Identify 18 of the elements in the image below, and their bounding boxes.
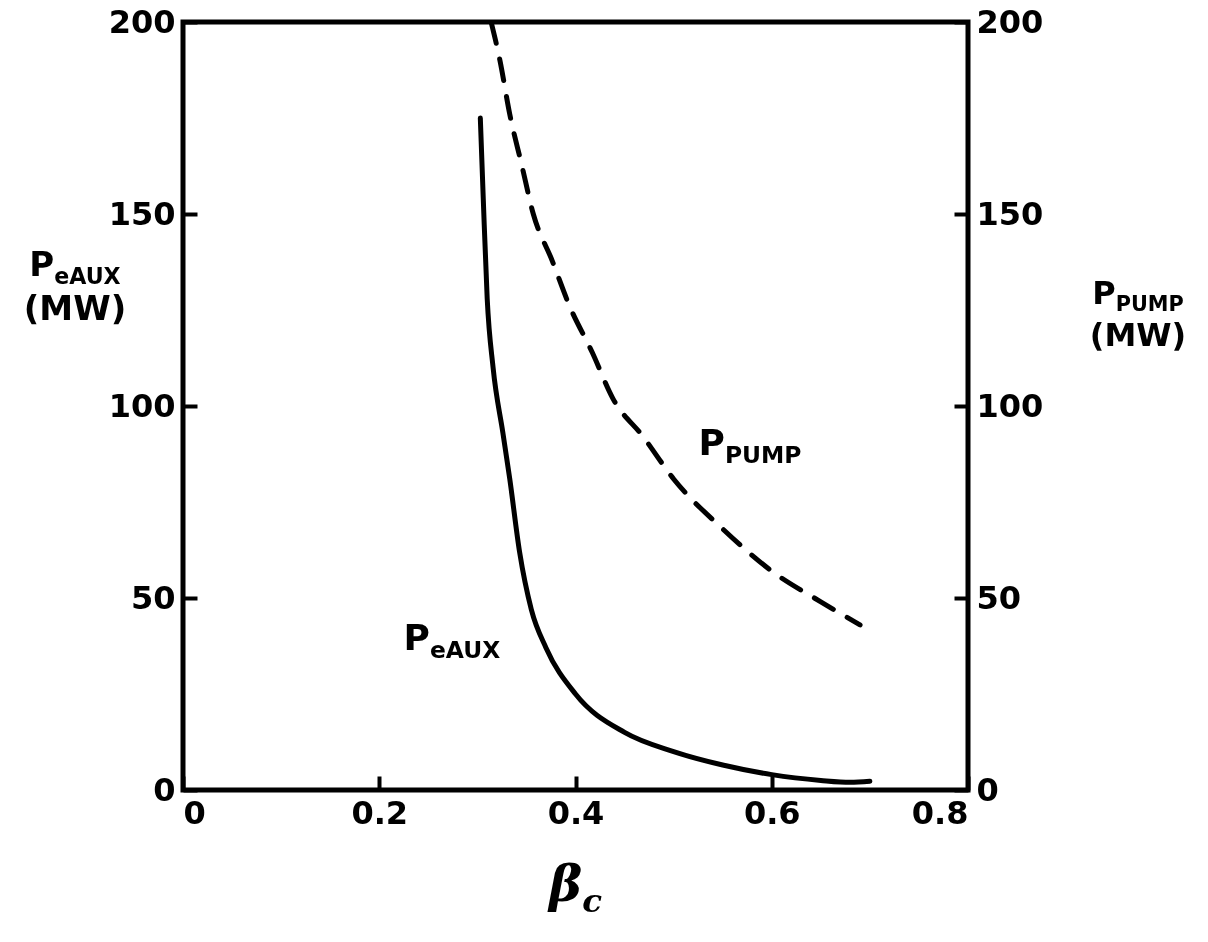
y2-tick-label: 150 [976, 194, 1044, 233]
x-axis-title: β$_{c}$ [546, 854, 603, 920]
annotation: P$_{eAUX}$ [403, 616, 501, 664]
annotation: P$_{PUMP}$ [698, 421, 802, 469]
x-tick-label: 0 [183, 793, 206, 832]
y2-tick-label: 100 [976, 386, 1044, 425]
x-tick-label: 0.4 [547, 793, 605, 832]
y-tick-label: 100 [108, 386, 176, 425]
y2-tick-label: 200 [976, 2, 1044, 41]
y2-tick-label: 50 [976, 578, 1022, 617]
y-tick-label: 150 [108, 194, 176, 233]
x-tick-label: 0.6 [743, 793, 801, 832]
y2-axis-title: P$_{PUMP}$ (MW) [1088, 274, 1188, 355]
x-tick-label: 0.8 [911, 793, 969, 832]
y-tick-label: 200 [108, 2, 176, 41]
x-tick-label: 0.2 [351, 793, 409, 832]
y-tick-label: 50 [130, 578, 176, 617]
y-axis-title: P$_{eAUX}$ (MW) [22, 244, 128, 329]
